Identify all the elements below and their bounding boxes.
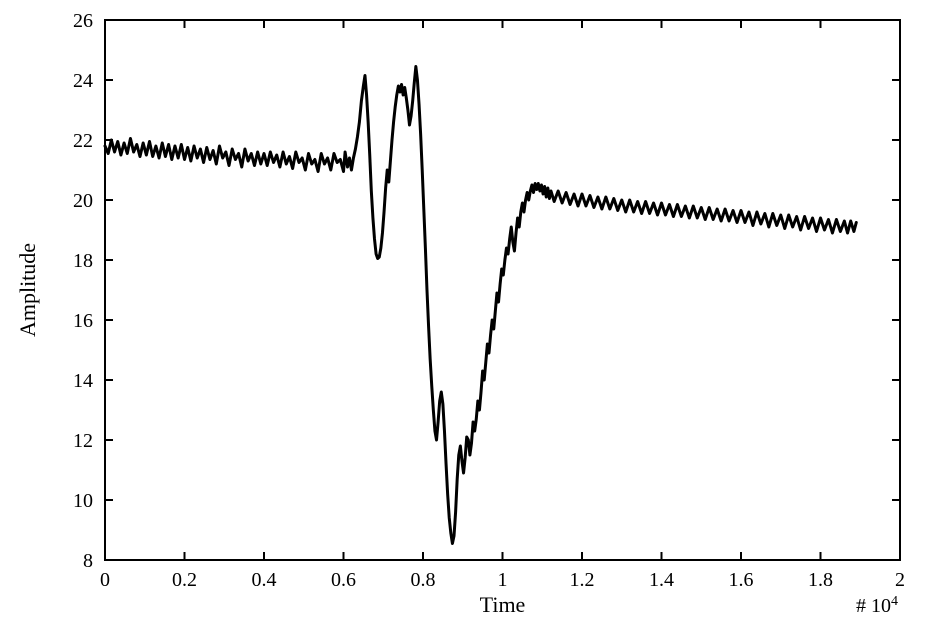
x-tick-label: 1 (498, 569, 508, 591)
x-tick-label: 0.6 (331, 569, 356, 591)
x-tick-label: 2 (895, 569, 905, 591)
x-axis-label: Time (480, 592, 526, 617)
y-tick-label: 18 (73, 250, 93, 272)
y-tick-label: 10 (73, 490, 93, 512)
y-tick-label: 8 (83, 550, 93, 572)
y-tick-label: 20 (73, 190, 93, 212)
x-tick-label: 0.8 (411, 569, 436, 591)
y-tick-label: 24 (73, 70, 93, 92)
y-tick-label: 16 (73, 310, 93, 332)
y-tick-label: 12 (73, 430, 93, 452)
x-tick-label: 1.8 (808, 569, 833, 591)
chart-bg (0, 0, 931, 631)
x-tick-label: 1.2 (570, 569, 595, 591)
y-axis-label: Amplitude (15, 243, 40, 337)
x-tick-label: 1.6 (729, 569, 754, 591)
chart-container: 0 0.2 0.4 0.6 0.8 1 1.2 1.4 1.6 1.8 2 8 10 12 14 16 18 20… (0, 0, 931, 631)
line-chart: 0 0.2 0.4 0.6 0.8 1 1.2 1.4 1.6 1.8 2 8 10 12 14 16 18 20… (0, 0, 931, 631)
x-tick-label: 1.4 (649, 569, 674, 591)
y-tick-label: 22 (73, 130, 93, 152)
y-tick-label: 14 (73, 370, 93, 392)
y-tick-label: 26 (73, 10, 93, 32)
x-tick-label: 0.2 (172, 569, 197, 591)
x-tick-label: 0 (100, 569, 110, 591)
x-tick-label: 0.4 (252, 569, 277, 591)
